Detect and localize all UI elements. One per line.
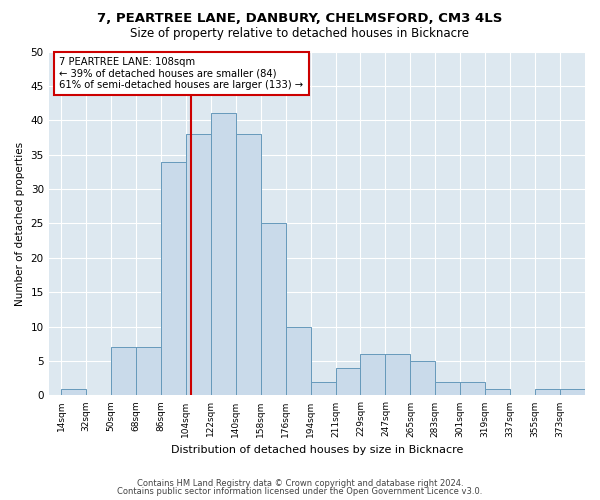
Bar	[286, 326, 311, 396]
Bar	[136, 348, 161, 396]
Text: 7, PEARTREE LANE, DANBURY, CHELMSFORD, CM3 4LS: 7, PEARTREE LANE, DANBURY, CHELMSFORD, C…	[97, 12, 503, 26]
Bar	[311, 382, 335, 396]
Bar	[535, 388, 560, 396]
Bar	[161, 162, 186, 396]
Text: 7 PEARTREE LANE: 108sqm
← 39% of detached houses are smaller (84)
61% of semi-de: 7 PEARTREE LANE: 108sqm ← 39% of detache…	[59, 56, 304, 90]
Bar	[261, 224, 286, 396]
Bar	[460, 382, 485, 396]
Bar	[335, 368, 361, 396]
Bar	[61, 388, 86, 396]
Y-axis label: Number of detached properties: Number of detached properties	[15, 142, 25, 306]
Bar	[361, 354, 385, 396]
Bar	[385, 354, 410, 396]
Bar	[186, 134, 211, 396]
Bar	[560, 388, 585, 396]
Bar	[236, 134, 261, 396]
Bar	[211, 114, 236, 396]
Text: Contains public sector information licensed under the Open Government Licence v3: Contains public sector information licen…	[118, 487, 482, 496]
X-axis label: Distribution of detached houses by size in Bicknacre: Distribution of detached houses by size …	[170, 445, 463, 455]
Bar	[111, 348, 136, 396]
Text: Contains HM Land Registry data © Crown copyright and database right 2024.: Contains HM Land Registry data © Crown c…	[137, 478, 463, 488]
Bar	[436, 382, 460, 396]
Bar	[485, 388, 510, 396]
Bar	[410, 361, 436, 396]
Text: Size of property relative to detached houses in Bicknacre: Size of property relative to detached ho…	[131, 28, 470, 40]
